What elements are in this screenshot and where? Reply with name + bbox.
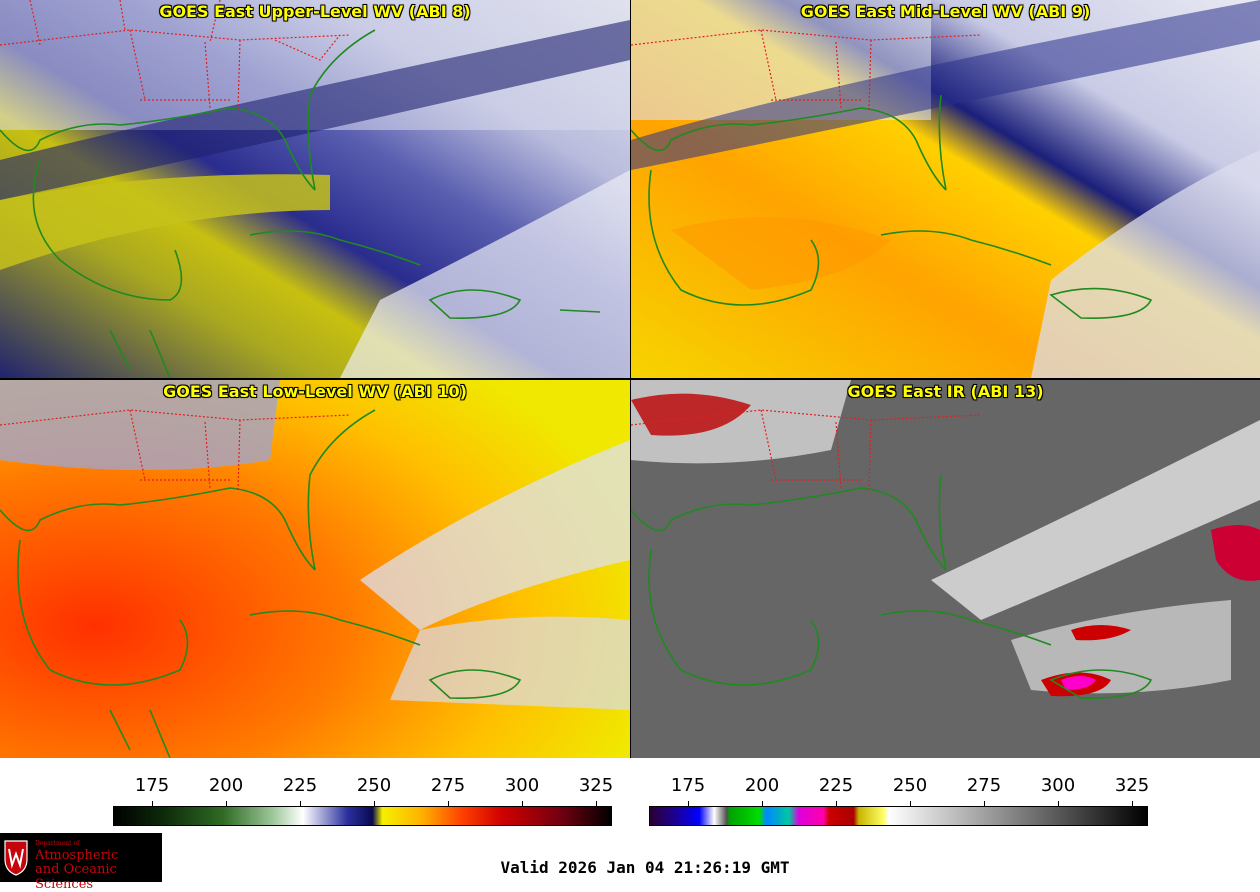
ir-tick-mark (762, 801, 763, 806)
uw-crest-icon (4, 840, 28, 876)
wv-tick-label: 200 (208, 775, 244, 796)
ir-tick-label: 225 (818, 775, 854, 796)
state-borders-icon (0, 0, 351, 111)
mid-level-wv-image (631, 0, 1260, 378)
ir-colorbar-gradient (649, 806, 1148, 826)
coastline-icon (0, 29, 601, 378)
panel-title: GOES East IR (ABI 13) (847, 382, 1044, 401)
wv-tick-mark (522, 801, 523, 806)
wv-tick-mark (596, 801, 597, 806)
ir-tick-mark (984, 801, 985, 806)
panel-title: GOES East Low-Level WV (ABI 10) (163, 382, 467, 401)
ir-tick-mark (836, 801, 837, 806)
ir-tick-label: 325 (1114, 775, 1150, 796)
panel-upper-level-wv: GOES East Upper-Level WV (ABI 8) (0, 0, 630, 378)
ir-tick-mark (688, 801, 689, 806)
panel-ir: GOES East IR (ABI 13) (631, 380, 1260, 758)
ir-tick-label: 275 (966, 775, 1002, 796)
wv-tick-label: 300 (504, 775, 540, 796)
wv-tick-mark (300, 801, 301, 806)
wv-tick-mark (448, 801, 449, 806)
wv-tick-label: 325 (578, 775, 614, 796)
panel-mid-level-wv: GOES East Mid-Level WV (ABI 9) (631, 0, 1260, 378)
ir-tick-label: 175 (670, 775, 706, 796)
ir-tick-label: 200 (744, 775, 780, 796)
wv-tick-label: 175 (134, 775, 170, 796)
ir-tick-label: 250 (892, 775, 928, 796)
ir-tick-mark (910, 801, 911, 806)
panel-title: GOES East Mid-Level WV (ABI 9) (800, 2, 1091, 21)
wv-colorbar-gradient (113, 806, 612, 826)
wv-tick-mark (226, 801, 227, 806)
panel-title: GOES East Upper-Level WV (ABI 8) (159, 2, 471, 21)
wv-tick-mark (152, 801, 153, 806)
ir-tick-label: 300 (1040, 775, 1076, 796)
valid-time: Valid 2026 Jan 04 21:26:19 GMT (500, 858, 790, 877)
ir-tick-mark (1058, 801, 1059, 806)
ir-tick-mark (1132, 801, 1133, 806)
logo-line-1: Atmospheric (35, 848, 119, 863)
panel-low-level-wv: GOES East Low-Level WV (ABI 10) (0, 380, 630, 758)
wv-tick-label: 225 (282, 775, 318, 796)
panel-divider-vertical (630, 0, 631, 758)
ir-image (631, 380, 1260, 758)
wv-tick-label: 250 (356, 775, 392, 796)
wv-tick-mark (374, 801, 375, 806)
logo-dept-text: Department of (35, 840, 80, 847)
wv-tick-label: 275 (430, 775, 466, 796)
upper-level-wv-image (0, 0, 630, 378)
low-level-wv-image (0, 380, 630, 758)
